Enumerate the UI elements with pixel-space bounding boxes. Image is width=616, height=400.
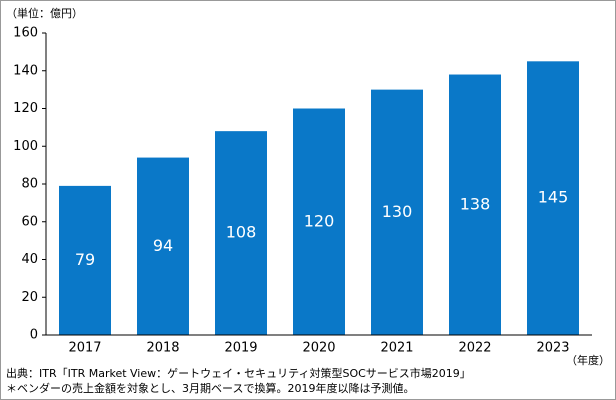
y-tick-label: 120 <box>13 101 38 116</box>
bar <box>449 74 501 336</box>
y-tick-label: 0 <box>30 328 38 343</box>
note: ＊ベンダーの売上金額を対象とし、3月期ベースで換算。2019年度以降は予測値。 <box>6 381 414 395</box>
bar <box>293 108 345 335</box>
y-tick-label: 160 <box>13 26 38 41</box>
y-axis-label: （単位：億円） <box>6 6 83 20</box>
x-tick-label: 2017 <box>68 341 101 356</box>
y-tick-label: 100 <box>13 139 38 154</box>
y-tick-label: 140 <box>13 63 38 78</box>
value-label: 108 <box>226 223 257 242</box>
x-tick-label: 2023 <box>536 341 569 356</box>
y-tick-label: 60 <box>21 214 38 229</box>
bar <box>371 89 423 335</box>
x-axis-label: （年度） <box>566 353 610 367</box>
y-tick-label: 40 <box>21 252 38 267</box>
x-tick-label: 2019 <box>224 341 257 356</box>
bar <box>527 61 579 335</box>
value-label: 94 <box>153 236 173 255</box>
y-tick-label: 80 <box>21 177 38 192</box>
bar <box>215 131 267 335</box>
bar <box>137 157 189 335</box>
x-tick-label: 2021 <box>380 341 413 356</box>
bar <box>59 185 111 335</box>
x-tick-label: 2022 <box>458 341 491 356</box>
value-label: 79 <box>75 250 95 269</box>
value-label: 145 <box>538 188 569 207</box>
note: 出典：ITR「ITR Market View：ゲートウェイ・セキュリティ対策型S… <box>6 366 471 380</box>
value-label: 120 <box>304 211 335 230</box>
value-label: 138 <box>460 194 491 213</box>
x-tick-label: 2020 <box>302 341 335 356</box>
value-label: 130 <box>382 202 413 221</box>
x-tick-label: 2018 <box>146 341 179 356</box>
y-tick-label: 20 <box>21 290 38 305</box>
